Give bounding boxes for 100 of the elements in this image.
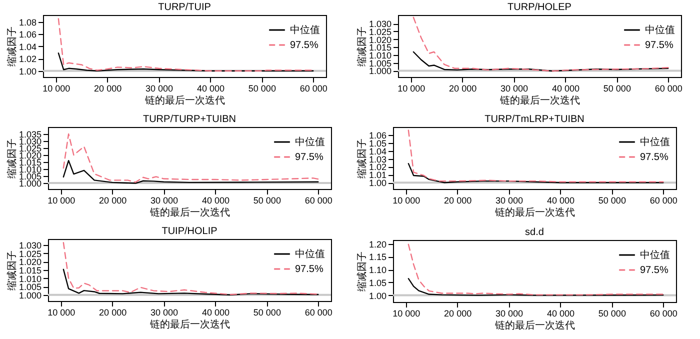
y-tick-label: 1.010 <box>368 50 392 61</box>
line-series <box>408 278 664 296</box>
x-tick-label: 50 000 <box>248 84 276 94</box>
x-tick-label: 50 000 <box>598 308 626 318</box>
y-tick-label: 1.05 <box>368 278 386 288</box>
chart-title: TURP/TURP+TUIBN <box>142 114 236 125</box>
x-tick-label: 20 000 <box>449 84 477 94</box>
y-tick-label: 1.005 <box>18 171 42 182</box>
y-axis-title: 缩减因子 <box>356 252 368 292</box>
x-tick-label: 60 000 <box>654 84 682 94</box>
legend-label: 中位值 <box>290 24 320 36</box>
x-tick-label: 20 000 <box>444 308 472 318</box>
legend-label: 中位值 <box>640 136 670 148</box>
x-tick-label: 20 000 <box>99 196 127 206</box>
y-tick-label: 1.005 <box>368 58 392 68</box>
y-tick-label: 1.02 <box>368 162 386 172</box>
y-tick-label: 1.10 <box>368 265 386 276</box>
y-tick-label: 1.15 <box>368 252 386 262</box>
x-tick-label: 10 000 <box>398 84 426 94</box>
x-tick-label: 50 000 <box>598 196 626 206</box>
y-tick-label: 1.010 <box>18 274 42 284</box>
chart-title: TURP/TUIP <box>158 2 212 13</box>
x-tick-label: 20 000 <box>444 196 472 206</box>
y-tick-label: 1.00 <box>18 66 36 76</box>
chart-title: sd.d <box>525 226 544 238</box>
x-tick-label: 60 000 <box>650 308 678 318</box>
y-axis-title: 缩减因子 <box>356 138 368 178</box>
y-tick-label: 1.05 <box>368 138 386 148</box>
y-tick-label: 1.06 <box>18 30 36 40</box>
legend-label: 97.5% <box>295 152 324 163</box>
y-tick-label: 1.035 <box>18 130 42 140</box>
x-tick-label: 60 000 <box>300 84 328 94</box>
chart-title: TUIP/HOLIP <box>162 226 218 237</box>
y-tick-label: 1.005 <box>18 282 42 292</box>
x-tick-label: 40 000 <box>202 308 230 318</box>
x-tick-label: 30 000 <box>150 308 178 318</box>
x-tick-label: 60 000 <box>304 308 332 318</box>
x-tick-label: 40 000 <box>546 196 574 206</box>
x-tick-label: 50 000 <box>253 308 281 318</box>
y-tick-label: 1.04 <box>368 146 386 156</box>
x-axis-title: 链的最后一次迭代 <box>144 94 225 106</box>
x-tick-label: 10 000 <box>48 308 76 318</box>
y-tick-label: 1.01 <box>368 170 386 180</box>
x-tick-label: 20 000 <box>99 308 127 318</box>
legend-label: 中位值 <box>295 248 325 260</box>
legend-label: 97.5% <box>295 264 324 275</box>
legend-label: 97.5% <box>640 152 668 163</box>
y-tick-label: 1.00 <box>368 178 386 188</box>
y-tick-label: 1.000 <box>18 290 42 300</box>
y-axis-title: 缩减因子 <box>6 26 18 66</box>
y-tick-label: 1.00 <box>368 290 386 301</box>
y-tick-label: 1.02 <box>18 54 36 64</box>
y-tick-label: 1.06 <box>368 130 386 140</box>
legend-label: 97.5% <box>645 40 674 51</box>
y-tick-label: 1.20 <box>368 239 386 250</box>
y-tick-label: 1.03 <box>368 154 386 164</box>
x-tick-label: 50 000 <box>603 84 631 94</box>
y-tick-label: 1.030 <box>368 19 392 30</box>
y-axis-title: 缩减因子 <box>356 26 368 66</box>
x-tick-label: 30 000 <box>496 308 524 318</box>
x-tick-label: 30 000 <box>150 196 178 206</box>
x-tick-label: 30 000 <box>496 196 524 206</box>
y-tick-label: 1.08 <box>18 17 36 28</box>
y-tick-label: 1.04 <box>18 42 36 52</box>
x-tick-label: 40 000 <box>196 84 224 94</box>
line-series <box>408 162 664 184</box>
x-axis-title: 链的最后一次迭代 <box>494 320 575 332</box>
legend-label: 97.5% <box>290 40 318 51</box>
legend-label: 中位值 <box>645 24 675 36</box>
x-tick-label: 10 000 <box>42 84 70 94</box>
x-tick-label: 40 000 <box>202 196 230 206</box>
x-tick-label: 60 000 <box>304 196 332 206</box>
x-axis-title: 链的最后一次迭代 <box>149 206 230 218</box>
x-tick-label: 60 000 <box>650 196 678 206</box>
x-tick-label: 10 000 <box>48 196 76 206</box>
y-tick-label: 1.020 <box>18 257 42 268</box>
line-series <box>62 160 319 184</box>
y-tick-label: 1.000 <box>368 66 392 76</box>
x-tick-label: 30 000 <box>146 84 174 94</box>
legend-label: 中位值 <box>640 249 670 261</box>
y-tick-label: 1.015 <box>18 157 42 168</box>
y-tick-label: 1.015 <box>18 266 42 276</box>
y-tick-label: 1.030 <box>18 240 42 251</box>
x-axis-title: 链的最后一次迭代 <box>499 94 580 106</box>
y-tick-label: 1.025 <box>368 26 392 37</box>
chart-title: TURP/TmLRP+TUIBN <box>484 114 584 125</box>
x-tick-label: 10 000 <box>392 196 420 206</box>
chart-title: TURP/HOLEP <box>508 2 572 13</box>
line-series <box>58 52 314 72</box>
x-tick-label: 40 000 <box>552 84 580 94</box>
x-axis-title: 链的最后一次迭代 <box>494 206 575 218</box>
legend-label: 中位值 <box>295 136 325 148</box>
y-axis-title: 缩减因子 <box>6 138 18 178</box>
x-tick-label: 50 000 <box>253 196 281 206</box>
y-tick-label: 1.020 <box>368 34 392 45</box>
x-tick-label: 20 000 <box>94 84 122 94</box>
x-tick-label: 10 000 <box>392 308 420 318</box>
y-tick-label: 1.015 <box>368 42 392 53</box>
x-tick-label: 40 000 <box>546 308 574 318</box>
y-tick-label: 1.025 <box>18 248 42 259</box>
